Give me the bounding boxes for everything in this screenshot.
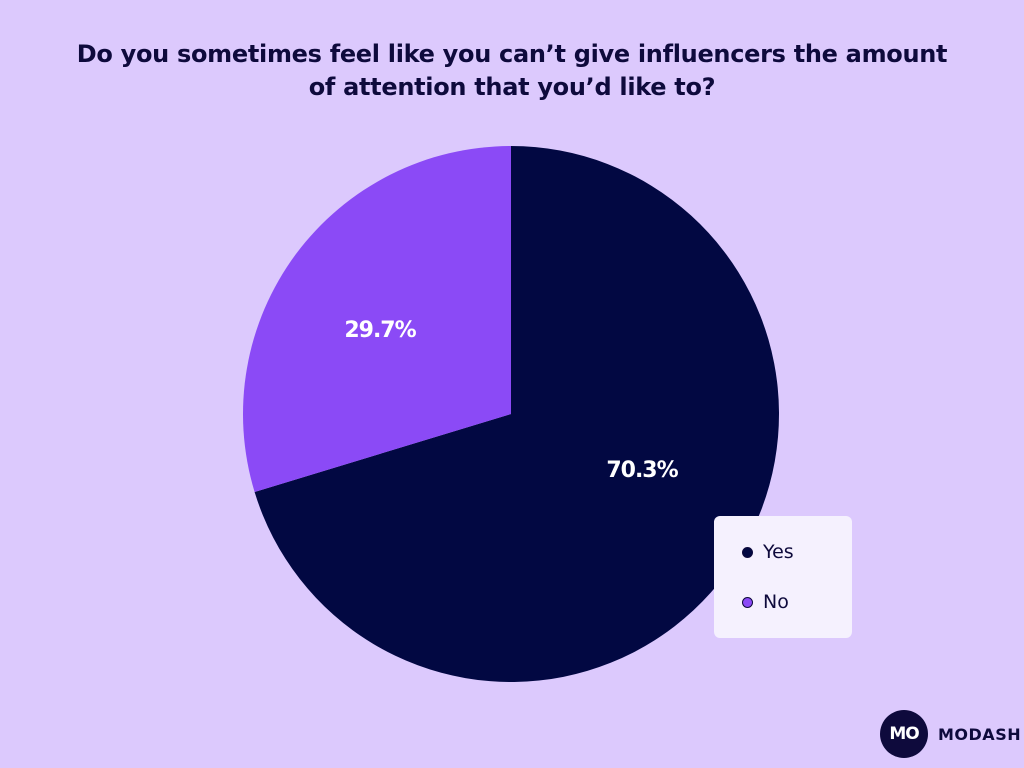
chart-title-line-1: Do you sometimes feel like you can’t giv… <box>76 40 948 68</box>
legend-label-no: No <box>763 591 789 613</box>
legend-item-no: No <box>742 590 852 614</box>
legend-swatch-yes <box>742 546 753 558</box>
chart-legend: Yes No <box>714 516 852 638</box>
data-label-yes: 70.3% <box>606 458 678 483</box>
brand-name: MODASH <box>938 724 1022 744</box>
pie-slice-yes <box>254 146 779 682</box>
legend-item-yes: Yes <box>742 540 852 564</box>
chart-title-line-2: of attention that you’d like to? <box>308 73 716 101</box>
legend-swatch-no <box>742 596 753 608</box>
pie-slice-no <box>242 146 511 492</box>
data-label-no: 29.7% <box>344 318 416 343</box>
brand: MO MODASH <box>880 710 1021 758</box>
chart-title: Do you sometimes feel like you can’t giv… <box>40 38 984 104</box>
legend-label-yes: Yes <box>763 541 794 563</box>
brand-logo-icon: MO <box>880 710 928 758</box>
